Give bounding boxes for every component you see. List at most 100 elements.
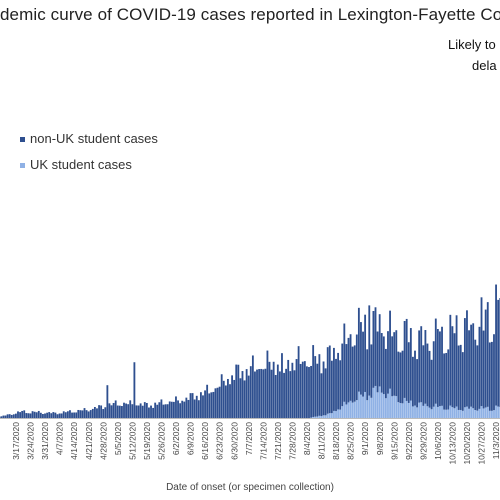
bar-uk-2020-08-25 (349, 400, 352, 418)
bar-non-uk-2020-03-25 (31, 411, 34, 418)
bar-non-uk-2020-09-22 (407, 342, 410, 403)
bar-non-uk-2020-03-23 (27, 413, 30, 418)
bar-non-uk-2020-06-17 (206, 384, 209, 418)
bar-non-uk-2020-04-13 (71, 412, 73, 418)
x-tick-label: 6/30/2020 (229, 422, 239, 460)
bar-non-uk-2020-07-12 (258, 369, 261, 418)
bar-uk-2020-08-18 (335, 411, 337, 418)
bar-non-uk-2020-09-06 (374, 307, 377, 386)
bar-non-uk-2020-04-04 (52, 412, 55, 418)
bar-non-uk-2020-07-11 (256, 369, 258, 418)
bar-uk-2020-08-24 (347, 402, 350, 418)
bar-non-uk-2020-08-22 (343, 323, 346, 402)
bar-non-uk-2020-04-05 (54, 412, 57, 418)
bar-uk-2020-08-07 (312, 416, 315, 418)
bar-non-uk-2020-05-12 (131, 404, 134, 418)
bar-non-uk-2020-09-17 (397, 351, 400, 403)
bar-non-uk-2020-10-16 (457, 345, 460, 410)
bar-uk-2020-09-04 (370, 397, 373, 418)
x-tick-label: 9/22/2020 (404, 422, 414, 460)
bar-uk-2020-09-28 (420, 402, 423, 418)
bar-uk-2020-08-13 (324, 415, 327, 418)
x-tick-label: 7/28/2020 (287, 422, 297, 460)
bar-non-uk-2020-05-02 (110, 405, 113, 418)
bar-uk-2020-08-09 (316, 416, 319, 418)
bar-non-uk-2020-04-21 (87, 411, 90, 418)
bar-uk-2020-08-15 (328, 413, 331, 418)
bar-uk-2020-10-28 (482, 408, 485, 418)
bar-non-uk-2020-06-13 (197, 400, 200, 418)
x-tick-label: 3/17/2020 (11, 422, 21, 460)
bar-non-uk-2020-10-24 (474, 339, 477, 411)
bar-non-uk-2020-08-16 (330, 360, 333, 414)
bar-non-uk-2020-07-17 (268, 361, 271, 418)
bar-non-uk-2020-05-04 (114, 400, 117, 418)
bar-non-uk-2020-04-27 (100, 405, 103, 418)
bar-non-uk-2020-10-14 (453, 333, 456, 409)
bar-non-uk-2020-11-03 (495, 284, 497, 406)
bar-non-uk-2020-05-26 (160, 399, 163, 418)
bar-non-uk-2020-07-21 (276, 364, 279, 418)
bar-non-uk-2020-10-01 (426, 343, 429, 407)
bar-non-uk-2020-10-22 (470, 324, 473, 407)
bar-non-uk-2020-08-09 (316, 363, 319, 417)
bar-non-uk-2020-09-19 (401, 350, 404, 404)
bar-non-uk-2020-08-05 (308, 367, 310, 418)
bar-non-uk-2020-06-30 (233, 379, 236, 418)
x-tick-label: 10/27/2020 (477, 422, 487, 465)
bar-non-uk-2020-06-21 (214, 388, 217, 418)
bar-non-uk-2020-04-30 (106, 385, 109, 418)
bar-non-uk-2020-05-13 (133, 362, 136, 418)
bar-uk-2020-10-12 (449, 405, 452, 418)
bar-non-uk-2020-04-28 (102, 409, 105, 418)
bar-non-uk-2020-08-19 (337, 352, 340, 410)
bar-uk-2020-09-21 (405, 400, 408, 418)
x-tick-label: 6/2/2020 (171, 422, 181, 455)
bar-non-uk-2020-08-10 (318, 354, 321, 416)
bar-uk-2020-10-04 (432, 406, 435, 418)
bar-uk-2020-09-19 (401, 403, 404, 418)
bar-uk-2020-08-17 (333, 410, 335, 418)
bar-non-uk-2020-09-18 (399, 352, 402, 404)
bar-non-uk-2020-07-28 (291, 362, 294, 418)
bar-non-uk-2020-03-18 (17, 411, 19, 418)
bar-non-uk-2020-10-25 (476, 345, 479, 411)
bar-non-uk-2020-07-09 (251, 355, 254, 418)
bar-non-uk-2020-03-17 (15, 413, 17, 418)
bar-non-uk-2020-05-01 (108, 403, 111, 418)
bar-non-uk-2020-03-16 (12, 414, 15, 418)
bar-uk-2020-10-26 (478, 408, 481, 418)
bar-non-uk-2020-09-21 (405, 318, 408, 401)
bar-non-uk-2020-04-23 (91, 408, 94, 418)
bar-uk-2020-10-05 (434, 403, 437, 418)
bar-uk-2020-08-21 (341, 406, 344, 418)
bar-non-uk-2020-08-30 (360, 322, 362, 395)
bar-non-uk-2020-10-03 (430, 359, 433, 410)
bar-non-uk-2020-10-02 (428, 350, 431, 408)
bar-non-uk-2020-10-15 (455, 315, 458, 407)
bar-non-uk-2020-08-07 (312, 345, 315, 417)
bar-non-uk-2020-10-23 (472, 323, 475, 409)
bar-non-uk-2020-07-05 (243, 380, 246, 418)
bar-uk-2020-11-01 (490, 410, 493, 418)
bar-uk-2020-11-02 (493, 410, 495, 418)
bar-uk-2020-10-31 (488, 410, 491, 418)
bar-uk-2020-10-08 (441, 405, 443, 418)
bar-non-uk-2020-10-30 (486, 302, 489, 407)
bar-non-uk-2020-08-31 (362, 331, 364, 397)
legend-item-non-uk: non-UK student cases (20, 131, 158, 146)
x-tick-label: 8/25/2020 (346, 422, 356, 460)
bar-non-uk-2020-08-08 (314, 356, 317, 417)
bar-non-uk-2020-03-10 (0, 416, 3, 418)
bar-non-uk-2020-10-05 (434, 318, 437, 404)
bar-non-uk-2020-10-13 (451, 326, 454, 408)
bar-non-uk-2020-08-17 (333, 347, 335, 411)
bar-non-uk-2020-05-25 (158, 402, 161, 418)
bar-non-uk-2020-07-16 (266, 350, 269, 418)
bar-non-uk-2020-10-17 (459, 344, 462, 410)
bar-non-uk-2020-05-03 (112, 403, 115, 418)
bar-uk-2020-09-26 (416, 407, 418, 418)
bars-layer (0, 284, 500, 418)
bar-non-uk-2020-04-12 (69, 410, 71, 418)
